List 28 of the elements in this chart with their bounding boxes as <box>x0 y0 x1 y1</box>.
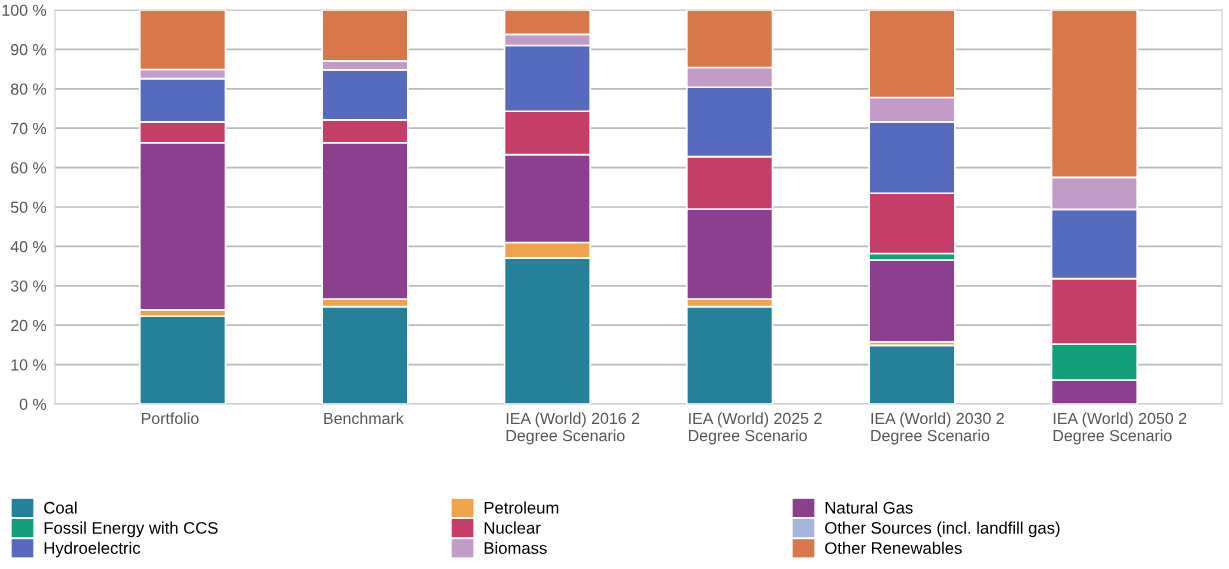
y-tick-label: 40 % <box>10 241 47 253</box>
y-tick-label: 30 % <box>10 280 47 292</box>
y-tick-label: 10 % <box>11 359 47 371</box>
y-tick-label: 90 % <box>11 44 47 56</box>
y-tick-label: 70 % <box>11 122 47 135</box>
legend-label: Biomass <box>484 541 547 554</box>
x-tick-label: IEA (World) 2016 2 Degree Scenario <box>506 412 640 445</box>
legend-label: Hydroelectric <box>44 541 141 558</box>
x-tick-label: IEA (World) 2030 2 Degree Scenario <box>871 412 1004 445</box>
legend-label: Other Renewables <box>825 541 962 554</box>
y-tick-label: 60 % <box>11 162 47 174</box>
x-tick-label: IEA (World) 2050 2 Degree Scenario <box>1053 412 1187 445</box>
y-tick-label: 20 % <box>11 319 47 332</box>
y-tick-label: 50 % <box>10 201 47 213</box>
y-tick-label: 80 % <box>10 83 47 95</box>
x-tick-label: IEA (World) 2025 2 Degree Scenario <box>688 412 822 445</box>
y-tick-label: 100 % <box>2 4 47 16</box>
bar <box>138 315 227 404</box>
x-tick-label: Benchmark <box>324 412 404 425</box>
y-tick-label: 0 % <box>19 398 47 410</box>
bar <box>868 344 956 404</box>
legend-label: Nuclear <box>484 521 541 534</box>
legend-label: Fossil Energy with CCS <box>44 521 218 538</box>
legend-label: Petroleum <box>484 501 559 514</box>
legend-label: Natural Gas <box>825 501 913 514</box>
legend-label: Other Sources (incl. landfill gas) <box>825 521 1060 538</box>
legend-label: Coal <box>44 501 77 514</box>
x-tick-label: Portfolio <box>141 412 199 425</box>
